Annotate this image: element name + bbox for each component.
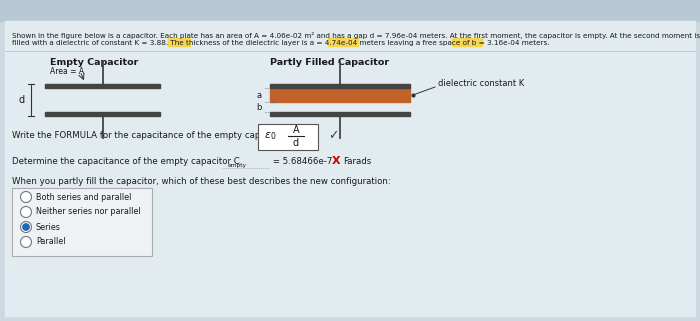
- Bar: [452, 38, 482, 46]
- Text: Series: Series: [36, 222, 61, 231]
- Circle shape: [20, 192, 32, 203]
- Bar: [328, 38, 358, 46]
- Bar: [270, 88, 410, 102]
- Text: empty: empty: [228, 162, 247, 168]
- Text: Shown in the figure below is a capacitor. Each plate has an area of A = 4.06e-02: Shown in the figure below is a capacitor…: [12, 32, 700, 39]
- Circle shape: [20, 221, 32, 232]
- Text: Parallel: Parallel: [36, 238, 66, 247]
- Text: d: d: [19, 95, 25, 105]
- Text: When you partly fill the capacitor, which of these best describes the new config: When you partly fill the capacitor, whic…: [12, 177, 391, 186]
- Bar: [168, 38, 190, 46]
- Bar: [12, 188, 152, 256]
- Text: dielectric constant K: dielectric constant K: [438, 79, 524, 88]
- Text: filled with a dielectric of constant K = 3.88. The thickness of the dielectric l: filled with a dielectric of constant K =…: [12, 40, 550, 46]
- Text: Determine the capacitance of the empty capacitor C: Determine the capacitance of the empty c…: [12, 157, 239, 166]
- Circle shape: [20, 206, 32, 218]
- Bar: [258, 124, 318, 150]
- Text: X: X: [332, 156, 341, 166]
- Text: = 5.68466e-7: = 5.68466e-7: [270, 157, 332, 166]
- Text: $\varepsilon_0$: $\varepsilon_0$: [264, 130, 276, 142]
- Text: d: d: [293, 138, 299, 148]
- Text: Empty Capacitor: Empty Capacitor: [50, 58, 139, 67]
- Text: ✓: ✓: [328, 129, 339, 143]
- Bar: [45, 84, 160, 88]
- Bar: [270, 112, 410, 116]
- Bar: [45, 112, 160, 116]
- Text: A: A: [293, 125, 300, 135]
- Text: Write the FORMULA for the capacitance of the empty capacitor.: Write the FORMULA for the capacitance of…: [12, 132, 287, 141]
- Text: Area = A: Area = A: [50, 67, 84, 76]
- Text: Neither series nor parallel: Neither series nor parallel: [36, 207, 141, 216]
- Circle shape: [23, 224, 29, 230]
- Text: b: b: [257, 102, 262, 111]
- Bar: [0, 0, 700, 21]
- Text: Farads: Farads: [343, 157, 371, 166]
- Text: Partly Filled Capacitor: Partly Filled Capacitor: [270, 58, 389, 67]
- Text: Both series and parallel: Both series and parallel: [36, 193, 132, 202]
- Circle shape: [20, 237, 32, 247]
- Text: a: a: [257, 91, 262, 100]
- Bar: [270, 84, 410, 88]
